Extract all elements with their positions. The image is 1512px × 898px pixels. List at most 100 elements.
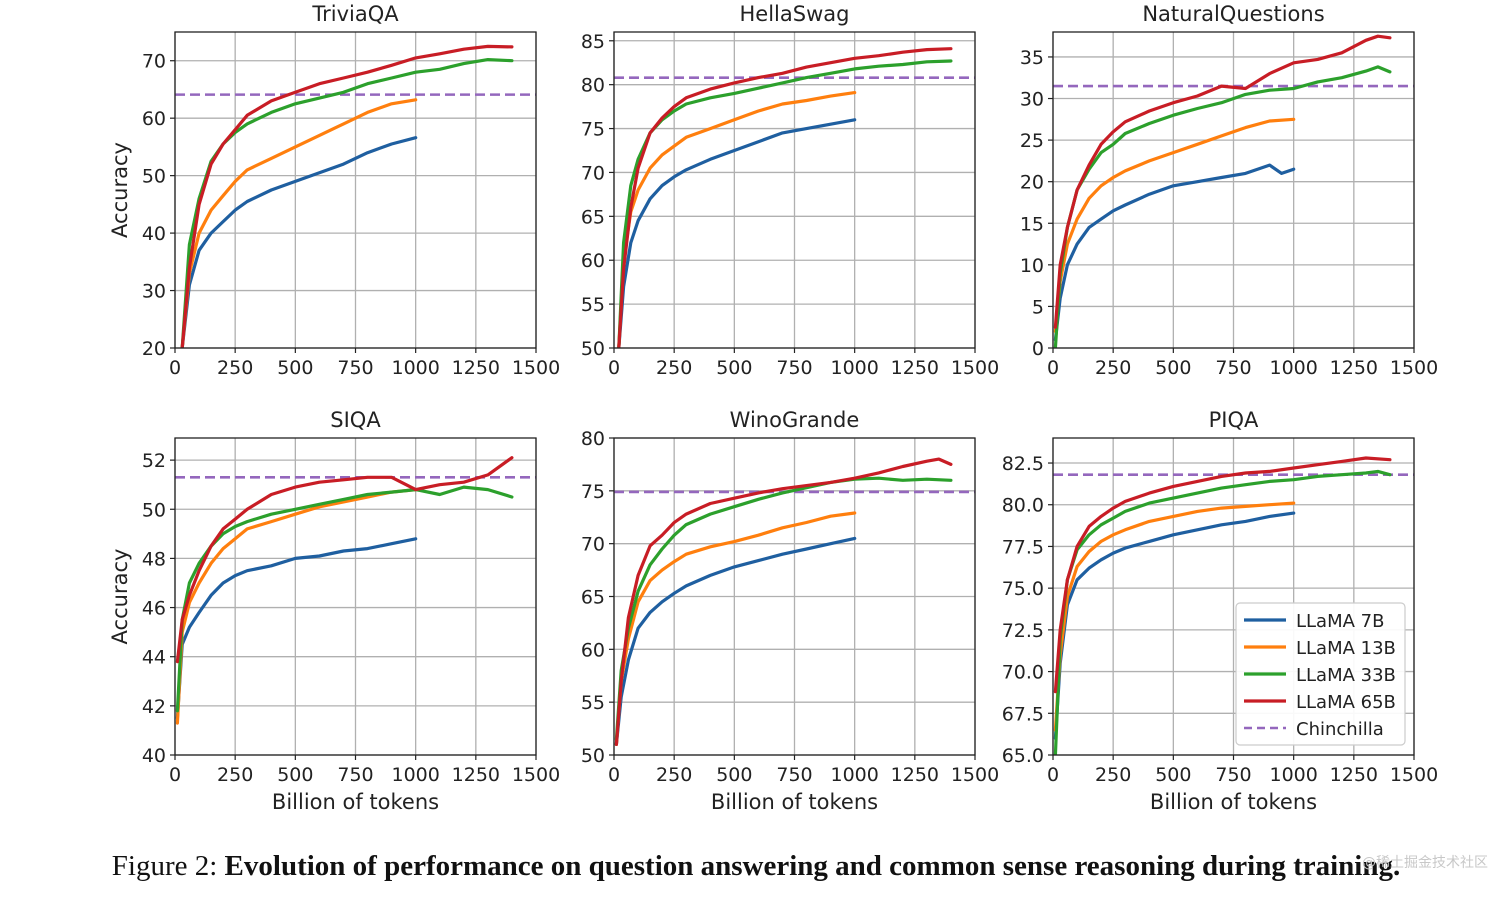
panel-naturalquestions: 0 250 500 750 1000 1250 1500 0 5 10 15 20 25 30 35 Natu… [1020,2,1438,379]
y-tick-label: 70 [581,534,605,556]
series-line-llama13b [614,511,857,747]
x-tick-label: 0 [169,764,181,786]
x-tick-label: 750 [776,357,812,379]
y-tick-label: 75 [581,481,605,503]
y-tick-label: 80 [581,75,605,97]
series-line-llama33b [617,59,953,348]
y-tick-label: 35 [1020,47,1044,69]
y-tick-label: 10 [1020,255,1044,277]
x-tick-label: 1000 [830,764,878,786]
caption-prefix: Figure 2: [111,850,218,882]
y-tick-label: 77.5 [1002,536,1044,558]
x-tick-label: 750 [1215,764,1251,786]
x-tick-label: 1250 [1330,764,1378,786]
x-tick-label: 1500 [1390,764,1438,786]
y-tick-label: 52 [142,450,166,472]
y-tick-label: 80 [581,428,605,450]
y-tick-label: 50 [142,166,166,188]
y-tick-label: 70 [142,51,166,73]
y-axis-label: Accuracy [108,549,132,645]
y-tick-label: 75.0 [1002,578,1044,600]
series-line-llama65b [180,44,514,348]
y-tick-label: 65 [581,206,605,228]
series-line-llama13b [1053,117,1296,333]
y-tick-label: 70 [581,162,605,184]
x-tick-label: 500 [277,357,313,379]
x-tick-label: 1250 [891,357,939,379]
x-tick-label: 250 [1095,764,1131,786]
y-tick-label: 20 [142,338,166,360]
y-tick-label: 42 [142,696,166,718]
y-tick-label: 55 [581,692,605,714]
y-tick-label: 25 [1020,130,1044,152]
series-line-llama13b [175,488,418,725]
y-tick-label: 60 [581,250,605,272]
panel-winogrande: 0 250 500 750 1000 1250 1500 50 55 60 65 70 75 80 Wino… [581,408,999,814]
x-axis-label: Billion of tokens [1150,790,1317,814]
y-tick-label: 80.0 [1002,495,1044,517]
watermark: @稀土掘金技术社区 [1362,855,1488,871]
x-tick-label: 250 [217,357,253,379]
y-tick-label: 65 [581,587,605,609]
series-line-llama13b [180,98,418,348]
y-tick-label: 55 [581,294,605,316]
panel-title: PIQA [1209,408,1259,432]
x-tick-label: 1000 [391,357,439,379]
x-tick-label: 250 [1095,357,1131,379]
series-line-llama65b [614,457,953,747]
y-tick-label: 5 [1032,296,1044,318]
series-line-llama7b [617,118,857,348]
x-tick-label: 1000 [391,764,439,786]
series-line-llama33b [175,485,514,713]
x-tick-label: 500 [1155,357,1191,379]
x-tick-label: 250 [656,357,692,379]
x-tick-label: 1500 [512,764,560,786]
series-line-llama65b [1053,34,1392,329]
y-axis-label: Accuracy [108,142,132,238]
y-tick-label: 48 [142,548,166,570]
x-tick-label: 1250 [891,764,939,786]
y-tick-label: 72.5 [1002,620,1044,642]
legend-box [1235,602,1406,746]
x-axis-label: Billion of tokens [711,790,878,814]
x-tick-label: 1250 [1330,357,1378,379]
panel-hellaswag: 0 250 500 750 1000 1250 1500 50 55 60 65 70 75 80 85 He… [581,2,999,379]
legend-label-llama13b: LLaMA 13B [1296,638,1396,659]
panel-siqa: 0 250 500 750 1000 1250 1500 40 42 44 46 48 50 52 SIQA… [108,408,560,814]
series-line-llama65b [1053,456,1392,694]
y-tick-label: 0 [1032,338,1044,360]
x-tick-label: 0 [608,764,620,786]
panel-title: NaturalQuestions [1142,2,1324,26]
figure-caption: Figure 2: Evolution of performance on qu… [0,850,1512,883]
legend: LLaMA 7B LLaMA 13B LLaMA 33B LLaMA 65B Chinc… [1235,602,1406,746]
x-tick-label: 1000 [830,357,878,379]
series-line-llama7b [180,136,418,348]
series-line-llama13b [1053,501,1296,732]
y-tick-label: 50 [581,338,605,360]
y-tick-label: 30 [1020,89,1044,111]
x-tick-label: 1000 [1269,764,1317,786]
legend-label-llama65b: LLaMA 65B [1296,692,1396,713]
legend-label-llama7b: LLaMA 7B [1296,611,1384,632]
x-tick-label: 1250 [452,357,500,379]
y-tick-label: 44 [142,647,166,669]
x-tick-label: 1500 [951,357,999,379]
y-tick-label: 65.0 [1002,745,1044,767]
x-tick-label: 0 [1047,764,1059,786]
y-tick-label: 46 [142,598,166,620]
caption-text: Evolution of performance on question ans… [224,850,1401,882]
figure-panels: 0 250 500 750 1000 1250 1500203040506070Trivia… [108,2,1438,814]
series-line-llama65b [617,47,953,348]
series-line-llama13b [617,90,857,348]
y-tick-label: 60 [142,108,166,130]
x-tick-label: 500 [277,764,313,786]
series-line-llama33b [614,476,953,741]
x-tick-label: 500 [716,764,752,786]
panel-triviaqa: 0 250 500 750 1000 1250 1500 20 30 40 50 60 70 Trivia… [108,2,560,379]
x-tick-label: 500 [1155,764,1191,786]
series-line-llama33b [1053,469,1392,755]
x-tick-label: 1000 [1269,357,1317,379]
series-line-llama7b [1053,163,1296,342]
x-tick-label: 250 [217,764,253,786]
legend-label-chinchilla: Chinchilla [1296,719,1384,740]
